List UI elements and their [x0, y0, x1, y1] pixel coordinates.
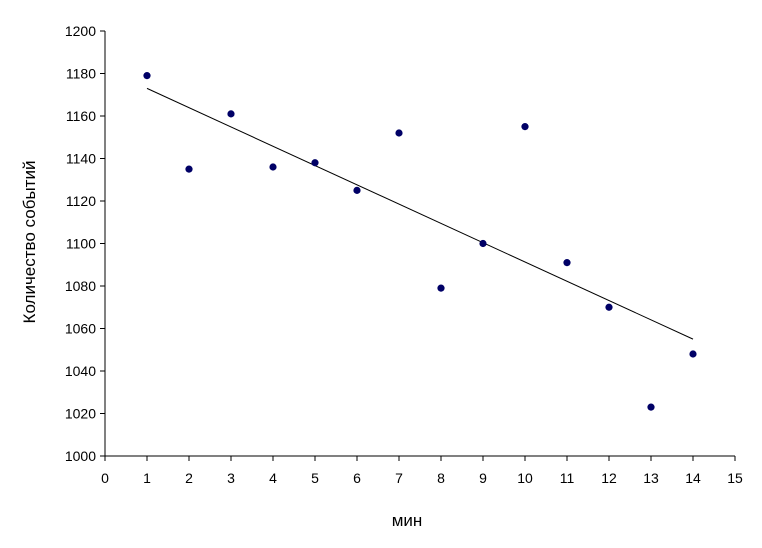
data-point: [353, 186, 361, 194]
data-point: [143, 72, 151, 80]
y-tick-label: 1020: [65, 406, 96, 422]
data-point: [605, 303, 613, 311]
data-point: [563, 259, 571, 267]
x-tick-label: 10: [517, 470, 533, 486]
data-point: [227, 110, 235, 118]
y-tick-label: 1060: [65, 321, 96, 337]
x-tick-label: 3: [227, 470, 235, 486]
data-point: [479, 239, 487, 248]
axis-labels: мин Количество событий: [20, 161, 422, 530]
y-tick-label: 1180: [66, 66, 96, 82]
x-tick-label: 13: [643, 470, 659, 486]
y-axis-title: Количество событий: [20, 161, 39, 324]
data-point: [689, 350, 697, 358]
y-tick-label: 1100: [66, 236, 96, 252]
data-point: [521, 123, 529, 131]
x-tick-label: 14: [685, 470, 701, 486]
y-tick-label: 1000: [65, 448, 96, 464]
x-tick-label: 11: [560, 470, 575, 486]
x-tick-label: 0: [101, 470, 109, 486]
x-tick-label: 4: [269, 470, 277, 486]
data-point: [269, 163, 277, 171]
x-tick-label: 5: [311, 470, 319, 486]
x-axis-title: мин: [392, 511, 423, 530]
x-tick-label: 8: [437, 470, 445, 486]
x-tick-label: 9: [479, 470, 487, 486]
data-points: [143, 72, 697, 411]
x-tick-label: 2: [185, 470, 193, 486]
data-point: [311, 159, 319, 167]
trendline-layer: [146, 87, 694, 340]
y-tick-label: 1120: [66, 193, 96, 209]
y-tick-label: 1040: [65, 363, 96, 379]
y-tick-label: 1080: [65, 278, 96, 294]
x-tick-label: 7: [395, 470, 403, 486]
x-tick-label: 12: [601, 470, 617, 486]
x-tick-label: 15: [727, 470, 743, 486]
axes: 1000102010401060108011001120114011601180…: [65, 23, 743, 486]
y-tick-label: 1200: [65, 23, 96, 39]
data-point: [437, 284, 445, 292]
y-tick-label: 1160: [66, 108, 96, 124]
data-point: [395, 129, 403, 137]
y-tick-label: 1140: [66, 151, 96, 167]
trendline: [146, 87, 694, 340]
x-tick-label: 1: [143, 470, 151, 486]
data-point: [647, 403, 655, 411]
data-point: [185, 165, 193, 173]
x-tick-label: 6: [353, 470, 361, 486]
